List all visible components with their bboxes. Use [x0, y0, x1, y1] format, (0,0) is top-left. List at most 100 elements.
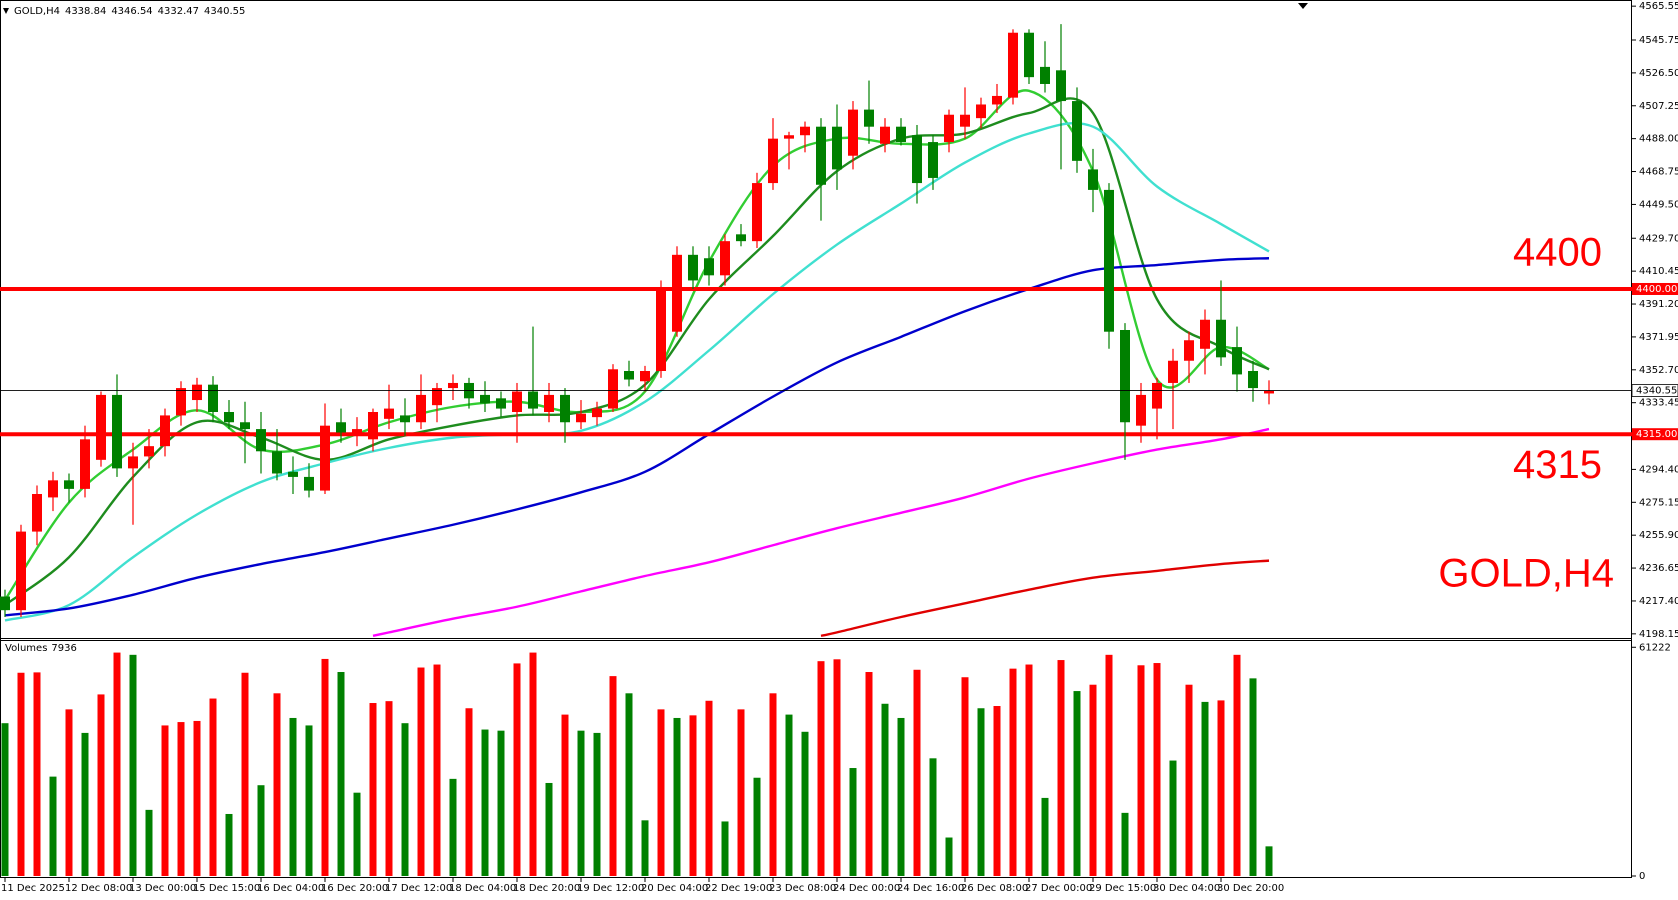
y-tick-label: 4565.55 [1639, 1, 1678, 12]
candle-body [112, 394, 122, 469]
volume-bar [657, 709, 665, 876]
x-tick-label: 19 Dec 12:00 [577, 883, 644, 894]
y-tick-label: 4255.90 [1639, 530, 1678, 541]
volume-bar [433, 664, 441, 876]
candle-body [976, 104, 986, 119]
level-label: 4315.00 [1636, 429, 1677, 440]
volume-bar [385, 701, 393, 876]
volume-bar [1, 723, 9, 876]
volume-bar [529, 652, 537, 876]
level-annotation: 4315 [1513, 443, 1602, 487]
volume-bar [561, 714, 569, 876]
candle-body [928, 142, 938, 178]
moving-average-line [4, 257, 1270, 617]
candle-body [912, 135, 922, 184]
candle-body [16, 531, 26, 611]
volume-bar [177, 722, 185, 876]
candle-body [736, 234, 746, 242]
candle-body [1072, 101, 1082, 161]
volume-bar [81, 732, 89, 876]
volume-bar [1089, 684, 1097, 876]
volume-bar [49, 776, 57, 876]
candle-body [352, 429, 362, 433]
volume-bar [1201, 701, 1209, 876]
y-tick-label: 4371.95 [1639, 332, 1678, 343]
x-tick-label: 29 Dec 15:00 [1089, 883, 1156, 894]
x-tick-label: 26 Dec 08:00 [961, 883, 1028, 894]
y-tick-label: 4545.75 [1639, 35, 1678, 46]
level-annotation: 4400 [1513, 231, 1602, 275]
candle-body [496, 398, 506, 409]
volume-bar [1169, 760, 1177, 876]
candle-body [480, 394, 490, 404]
volume-bar [849, 768, 857, 876]
y-tick-label: 4198.15 [1639, 629, 1678, 640]
candle-body [640, 370, 650, 382]
x-tick-label: 27 Dec 00:00 [1025, 883, 1092, 894]
volume-bar [465, 708, 473, 876]
candle-body [832, 126, 842, 170]
ohlc-value: 4338.84 [65, 6, 106, 17]
candle-body [1232, 347, 1242, 375]
candle-body [816, 126, 826, 185]
volume-bar [321, 658, 329, 876]
candle-body [688, 254, 698, 281]
volume-bar [1009, 668, 1017, 876]
volume-bar [865, 672, 873, 876]
volume-bar [1217, 700, 1225, 876]
volume-bar [929, 758, 937, 876]
candle-body [1024, 32, 1034, 78]
volume-bar [65, 709, 73, 876]
volume-bar [289, 717, 297, 876]
candle-body [528, 391, 538, 409]
y-tick-label: 4275.15 [1639, 497, 1678, 508]
price-label: 4340.55 [1636, 386, 1677, 397]
volume-bar [641, 820, 649, 876]
candle-body [1056, 70, 1066, 102]
volume-bar [193, 720, 201, 876]
symbol-icon [3, 8, 9, 14]
volume-bar [113, 652, 121, 876]
candle-body [304, 476, 314, 491]
candle-body [800, 126, 810, 136]
x-tick-label: 15 Dec 15:00 [193, 883, 260, 894]
x-tick-label: 18 Dec 20:00 [513, 883, 580, 894]
candle-body [1008, 32, 1018, 98]
volume-bar [913, 669, 921, 876]
candle-body [560, 394, 570, 423]
level-label: 4400.00 [1636, 284, 1677, 295]
candle-body [448, 382, 458, 389]
volume-bar [305, 725, 313, 876]
volume-bar [769, 693, 777, 876]
chart-header: GOLD,H4 4338.84 4346.54 4332.47 4340.55 [14, 6, 245, 17]
volume-bar [401, 723, 409, 876]
moving-average-line [820, 559, 1270, 637]
volume-bar [1105, 654, 1113, 876]
candle-body [896, 126, 906, 143]
y-tick-label: 4294.40 [1639, 464, 1678, 475]
candle-body [608, 369, 618, 409]
candle-body [240, 422, 250, 430]
candle-body [0, 596, 10, 611]
candle-body [64, 480, 74, 489]
volume-bar [625, 693, 633, 876]
candle-body [1216, 319, 1226, 358]
candle-body [288, 471, 298, 477]
volume-bar [449, 778, 457, 876]
x-tick-label: 16 Dec 04:00 [257, 883, 324, 894]
candle-body [368, 411, 378, 440]
symbol: GOLD,H4 [14, 6, 60, 17]
x-tick-label: 16 Dec 20:00 [321, 883, 388, 894]
candle-body [992, 95, 1002, 105]
candle-body [1104, 189, 1114, 332]
x-tick-label: 30 Dec 04:00 [1153, 883, 1220, 894]
candle-body [752, 183, 762, 242]
candle-body [144, 446, 154, 457]
x-tick-label: 24 Dec 16:00 [897, 883, 964, 894]
volume-bar [97, 694, 105, 876]
ohlc-value: 4346.54 [111, 6, 152, 17]
volume-bar [977, 708, 985, 876]
volume-bar [161, 725, 169, 876]
y-tick-label: 4468.75 [1639, 167, 1678, 178]
